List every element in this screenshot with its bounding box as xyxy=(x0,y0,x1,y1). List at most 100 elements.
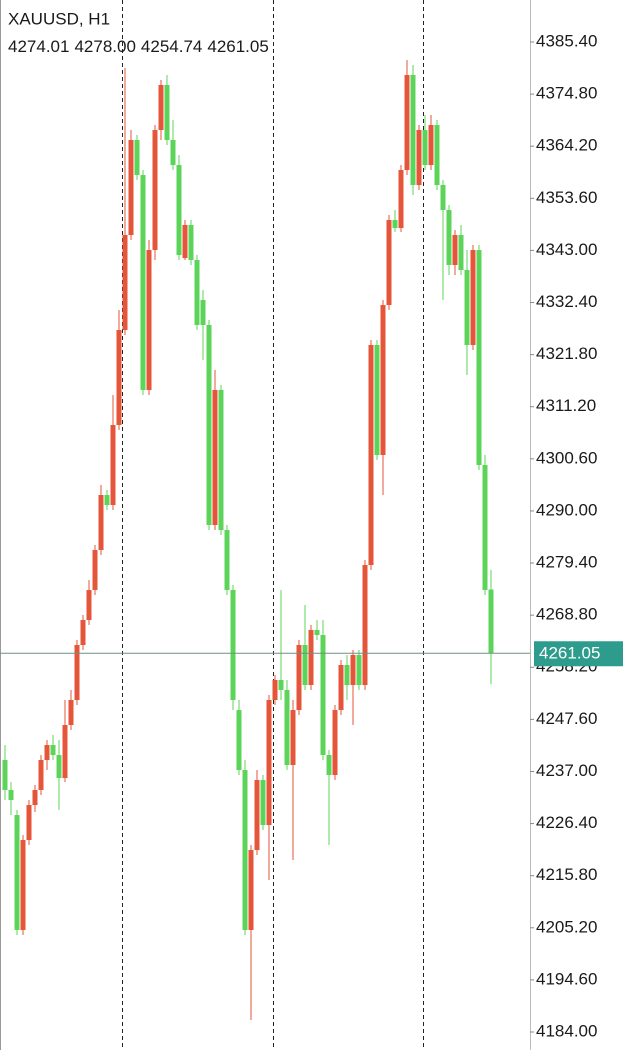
candle-body xyxy=(434,125,440,186)
candle-body xyxy=(134,140,140,175)
candle-body xyxy=(200,300,206,325)
candle-body xyxy=(440,185,446,210)
candle-body xyxy=(146,250,152,391)
y-tick-label: 4205.20 xyxy=(536,917,597,936)
candle-body xyxy=(296,644,302,711)
candle-body xyxy=(116,329,122,426)
candle-body xyxy=(482,465,488,590)
candle-body xyxy=(410,75,416,186)
y-tick-label: 4332.40 xyxy=(536,292,597,311)
candle-body xyxy=(308,630,314,686)
candle-body xyxy=(74,644,80,700)
candle-body xyxy=(38,760,44,791)
candle-body xyxy=(68,700,74,726)
header-value: 4278.00 xyxy=(74,37,135,56)
candle-body xyxy=(392,219,398,228)
price-axis: 4385.40 4374.80 4364.20 4353.60 4343.00 4332.… xyxy=(530,31,597,1040)
candle-body xyxy=(350,655,356,686)
y-tick-label: 4184.00 xyxy=(536,1021,597,1040)
candle-body xyxy=(398,169,404,228)
candle-body xyxy=(62,725,68,779)
candle-body xyxy=(50,745,56,756)
candle-body xyxy=(254,780,260,851)
candle-body xyxy=(8,790,14,800)
y-tick-label: 4311.20 xyxy=(536,396,596,415)
y-tick-label: 4300.60 xyxy=(536,448,597,467)
candle-body xyxy=(194,259,200,325)
candle-body xyxy=(260,780,266,826)
y-tick-label: 4194.60 xyxy=(536,969,597,988)
candle-body xyxy=(122,235,128,330)
candle-body xyxy=(422,130,428,166)
candle-body xyxy=(458,235,464,271)
candle-body xyxy=(290,710,296,765)
candle-body xyxy=(470,250,476,345)
candle-body xyxy=(332,710,338,776)
candle-body xyxy=(212,390,218,525)
candle-body xyxy=(314,630,320,636)
candle-body xyxy=(98,495,104,551)
last-price-label: 4261.05 xyxy=(539,644,600,663)
candle-body xyxy=(380,305,386,455)
candle-body xyxy=(266,700,272,826)
y-tick-label: 4279.40 xyxy=(536,553,597,572)
candle-body xyxy=(428,125,434,166)
candle-body xyxy=(488,589,494,654)
candle-body xyxy=(152,130,158,251)
candle-body xyxy=(338,665,344,711)
candle-body xyxy=(464,270,470,345)
header-value: 4274.01 xyxy=(8,37,69,56)
candle-body xyxy=(278,679,284,691)
y-tick-label: 4321.80 xyxy=(536,344,597,363)
candle-body xyxy=(230,589,236,700)
y-tick-label: 4374.80 xyxy=(536,84,597,103)
candle-body xyxy=(56,755,62,779)
candle-body xyxy=(86,589,92,621)
candle-body xyxy=(104,495,110,505)
y-tick-label: 4343.00 xyxy=(536,240,597,259)
candle-body xyxy=(182,224,188,259)
candle-body xyxy=(446,210,452,266)
candle-body xyxy=(362,565,368,686)
candle-body xyxy=(344,665,350,686)
candle-body xyxy=(92,550,98,590)
candle-body xyxy=(356,655,362,686)
candle-body xyxy=(236,710,242,770)
candle-body xyxy=(164,84,170,140)
candle-body xyxy=(302,644,308,686)
candle-body xyxy=(404,75,410,170)
candle-body xyxy=(158,84,164,131)
last-price-box xyxy=(534,641,623,667)
candle-body xyxy=(326,755,332,776)
candle-body xyxy=(176,165,182,255)
candle-body xyxy=(248,850,254,931)
candle-body xyxy=(368,344,374,566)
candle-body xyxy=(320,635,326,756)
y-tick-label: 4290.00 xyxy=(536,500,597,519)
candle-body xyxy=(44,745,50,761)
candle-body xyxy=(2,760,8,791)
y-tick-label: 4226.40 xyxy=(536,813,597,832)
candle-body xyxy=(452,235,458,266)
candle-body xyxy=(272,679,278,700)
candle-body xyxy=(476,250,482,466)
y-tick-label: 4268.80 xyxy=(536,605,597,624)
header-ohlc: 4274.01 4278.00 4254.74 4261.05 xyxy=(8,37,269,56)
candle-body xyxy=(170,140,176,166)
candle-body xyxy=(206,324,212,525)
candle-body xyxy=(14,815,20,931)
header-value: 4261.05 xyxy=(207,37,268,56)
candle-body xyxy=(284,690,290,765)
candle-body xyxy=(128,140,134,236)
candle-body xyxy=(20,840,26,931)
candles xyxy=(2,60,494,1021)
candle-body xyxy=(188,224,194,260)
y-tick-label: 4215.80 xyxy=(536,865,597,884)
chart-title: XAUUSD, H1 xyxy=(8,9,110,28)
y-tick-label: 4364.20 xyxy=(536,136,597,155)
candle-body xyxy=(386,219,392,306)
candle-body xyxy=(416,130,422,186)
y-tick-label: 4247.60 xyxy=(536,709,597,728)
